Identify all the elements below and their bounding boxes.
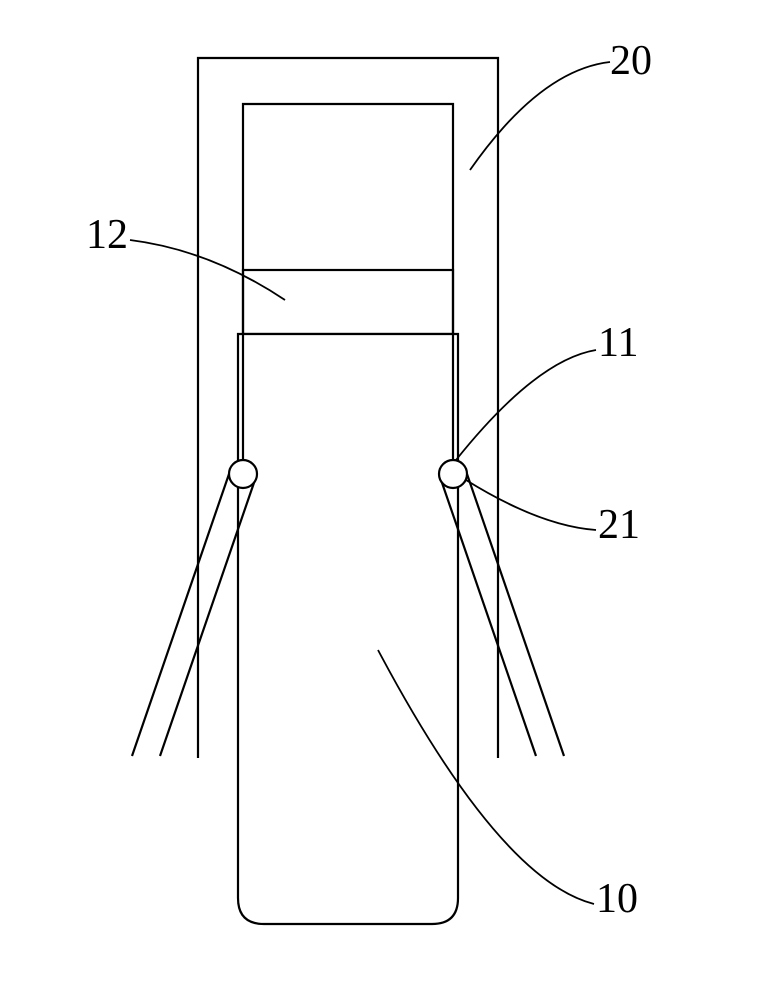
inner-window <box>243 104 453 334</box>
leader-to20 <box>470 62 610 170</box>
small-block <box>243 270 453 334</box>
leg-right-outer <box>467 474 564 756</box>
label-10: 10 <box>596 876 638 922</box>
label-21: 21 <box>598 502 640 548</box>
label-11: 11 <box>598 320 638 366</box>
pivot-left <box>229 460 257 488</box>
leg-left-outer <box>132 474 229 756</box>
leader-to11 <box>456 350 596 460</box>
label-12: 12 <box>86 212 128 258</box>
main-body <box>238 334 458 924</box>
pivot-right <box>439 460 467 488</box>
label-20: 20 <box>610 38 652 84</box>
leader-to21 <box>466 480 596 530</box>
